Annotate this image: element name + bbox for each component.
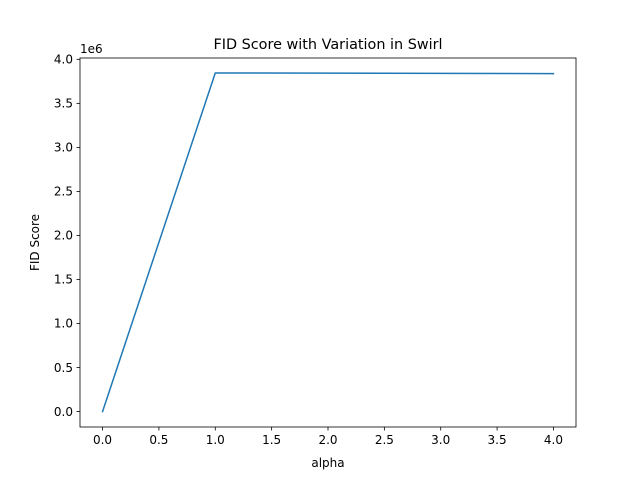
x-tick-label: 2.5 xyxy=(375,433,394,447)
chart-title: FID Score with Variation in Swirl xyxy=(213,37,442,53)
y-tick-label: 3.5 xyxy=(54,97,73,111)
x-axis-ticks: 0.0 0.5 1.0 1.5 2.0 2.5 3.0 3.5 4.0 xyxy=(93,427,563,447)
y-tick-label: 0.0 xyxy=(54,405,73,419)
x-tick-label: 1.0 xyxy=(206,433,225,447)
y-tick-label: 2.5 xyxy=(54,185,73,199)
x-tick-label: 0.5 xyxy=(149,433,168,447)
y-tick-label: 1.0 xyxy=(54,317,73,331)
y-tick-label: 4.0 xyxy=(54,53,73,67)
y-tick-label: 0.5 xyxy=(54,361,73,375)
y-axis-ticks: 0.0 0.5 1.0 1.5 2.0 2.5 3.0 3.5 4.0 xyxy=(54,53,80,419)
plot-area xyxy=(101,72,555,413)
x-tick-label: 1.5 xyxy=(262,433,281,447)
x-tick-label: 3.0 xyxy=(431,433,450,447)
x-tick-label: 0.0 xyxy=(93,433,112,447)
y-tick-label: 3.0 xyxy=(54,141,73,155)
y-tick-label: 2.0 xyxy=(54,229,73,243)
x-tick-label: 4.0 xyxy=(544,433,563,447)
y-axis-offset-label: 1e6 xyxy=(80,42,103,56)
x-axis-label: alpha xyxy=(311,456,344,470)
x-tick-label: 3.5 xyxy=(488,433,507,447)
x-tick-label: 2.0 xyxy=(318,433,337,447)
y-axis-label: FID Score xyxy=(28,214,42,271)
series-line xyxy=(101,72,555,413)
y-tick-label: 1.5 xyxy=(54,273,73,287)
